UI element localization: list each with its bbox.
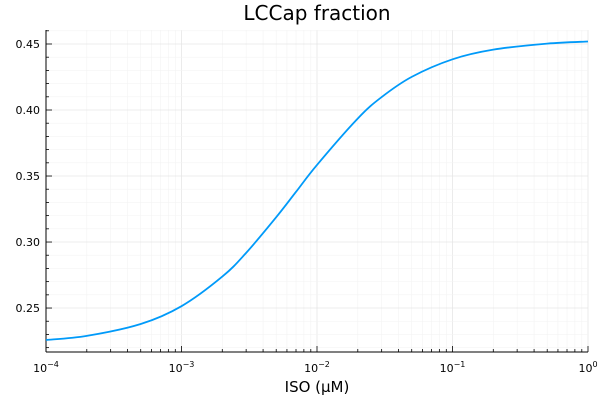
x-tick-label: 100 xyxy=(578,360,597,375)
y-tick-label: 0.30 xyxy=(16,236,41,249)
y-tick-label: 0.25 xyxy=(16,302,41,315)
plot-series xyxy=(45,40,589,341)
y-tick-label: 0.40 xyxy=(16,104,41,117)
y-tick-label: 0.45 xyxy=(16,38,41,51)
x-axis-label: ISO (μM) xyxy=(285,378,350,396)
x-tick-label: 10−3 xyxy=(169,360,195,375)
grid xyxy=(45,30,589,352)
x-tick-label: 10−4 xyxy=(33,360,59,375)
series-line xyxy=(45,40,589,341)
tick-labels: 0.25 0.30 0.35 0.40 0.45 10−4 10−3 10−2 10−1 100 xyxy=(16,38,598,375)
chart-title: LCCap fraction xyxy=(243,1,390,25)
y-tick-label: 0.35 xyxy=(16,170,41,183)
axes xyxy=(45,30,589,353)
x-tick-label: 10−2 xyxy=(304,360,330,375)
x-tick-label: 10−1 xyxy=(440,360,466,375)
